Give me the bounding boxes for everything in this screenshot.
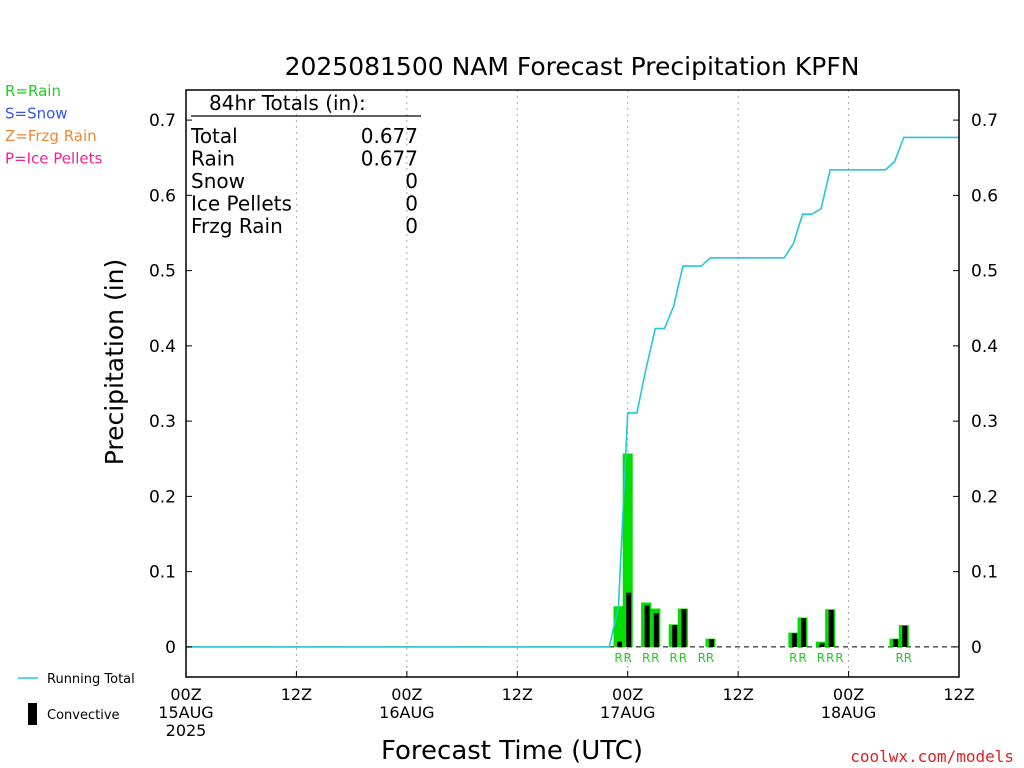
totals-row-label: Total bbox=[190, 124, 238, 148]
ptype-label: R bbox=[798, 651, 806, 665]
totals-row-label: Frzg Rain bbox=[191, 214, 283, 238]
ptype-label: R bbox=[624, 651, 632, 665]
totals-rows: Total 0.677 Rain 0.677 Snow 0 Ice Pellets 0 Frzg… bbox=[190, 124, 418, 238]
y-tick-label-right: 0 bbox=[971, 638, 982, 658]
y-tick-label-right: 0.3 bbox=[971, 412, 998, 432]
gridlines bbox=[186, 90, 959, 677]
convective-precip-bar bbox=[801, 618, 807, 647]
ptype-label: R bbox=[614, 651, 622, 665]
credit-text: coolwx.com/models bbox=[850, 747, 1014, 766]
convective-precip-bar bbox=[828, 610, 834, 647]
ptype-label: R bbox=[642, 651, 650, 665]
y-tick-label-left: 0.2 bbox=[149, 487, 176, 507]
y-tick-label-left: 0.4 bbox=[149, 337, 176, 357]
x-tick-label: 00Z bbox=[391, 685, 422, 704]
y-tick-label-left: 0.6 bbox=[149, 186, 176, 206]
ptype-label: R bbox=[817, 651, 825, 665]
ptype-label: R bbox=[670, 651, 678, 665]
ptype-label: R bbox=[789, 651, 797, 665]
x-tick-label: 12Z bbox=[943, 685, 974, 704]
convective-precip-bar bbox=[644, 605, 650, 647]
y-axis-label: Precipitation (in) bbox=[100, 259, 129, 466]
x-tick-label: 12Z bbox=[722, 685, 753, 704]
ptype-label: RR bbox=[895, 651, 912, 665]
convective-precip-bar bbox=[617, 641, 623, 647]
y-tick-label-left: 0.7 bbox=[149, 111, 176, 131]
ptype-label: R bbox=[651, 651, 659, 665]
precip-bars bbox=[613, 453, 909, 647]
y-tick-label-left: 0 bbox=[165, 638, 176, 658]
totals-row-value: 0 bbox=[405, 169, 418, 193]
ptype-label: RR bbox=[698, 651, 715, 665]
y-tick-label-left: 0.1 bbox=[149, 563, 176, 583]
chart-title: 2025081500 NAM Forecast Precipitation KP… bbox=[285, 52, 860, 81]
x-tick-label: 15AUG bbox=[158, 703, 213, 722]
x-tick-label: 00Z bbox=[170, 685, 201, 704]
convective-precip-bar bbox=[626, 592, 632, 647]
ptype-label: R bbox=[826, 651, 834, 665]
running-total-line bbox=[186, 136, 959, 648]
ptype-labels: R R R R R R RR R R R R R RR bbox=[614, 651, 912, 665]
y-tick-label-right: 0.6 bbox=[971, 186, 998, 206]
ptype-legend: R=Rain S=Snow Z=Frzg Rain P=Ice Pellets bbox=[5, 82, 102, 168]
x-tick-label: 16AUG bbox=[379, 703, 434, 722]
y-tick-label-right: 0.1 bbox=[971, 563, 998, 583]
totals-row-label: Rain bbox=[191, 147, 235, 171]
plot-frame bbox=[185, 89, 960, 678]
y-tick-label-right: 0.5 bbox=[971, 262, 998, 282]
total-precip-bar bbox=[622, 453, 633, 647]
x-tick-label: 12Z bbox=[281, 685, 312, 704]
x-tick-label: 2025 bbox=[166, 721, 207, 740]
totals-row-label: Ice Pellets bbox=[191, 192, 292, 216]
ptype-legend-item: R=Rain bbox=[5, 82, 61, 100]
ptype-legend-item: Z=Frzg Rain bbox=[5, 127, 97, 145]
y-tick-label-right: 0.2 bbox=[971, 487, 998, 507]
x-tick-label: 18AUG bbox=[821, 703, 876, 722]
convective-legend-swatch bbox=[28, 703, 37, 725]
totals-row-label: Snow bbox=[191, 169, 245, 193]
convective-precip-bar bbox=[681, 609, 687, 647]
y-tick-label-right: 0.7 bbox=[971, 111, 998, 131]
x-tick-label: 00Z bbox=[833, 685, 864, 704]
totals-row-value: 0.677 bbox=[361, 147, 418, 171]
convective-precip-bar bbox=[893, 639, 899, 647]
series-legend-label: Running Total bbox=[47, 672, 135, 687]
y-tick-label-left: 0.5 bbox=[149, 262, 176, 282]
axes: 0 00.1 0.10.2 0.20.3 0.30.4 0.40.5 0.50.6 0.60.… bbox=[149, 111, 998, 740]
y-tick-label-right: 0.4 bbox=[971, 337, 998, 357]
y-tick-label-left: 0.3 bbox=[149, 412, 176, 432]
totals-row-value: 0.677 bbox=[361, 124, 418, 148]
ptype-legend-item: P=Ice Pellets bbox=[5, 150, 102, 168]
convective-precip-bar bbox=[709, 639, 715, 647]
total-precip-bar bbox=[613, 606, 624, 647]
totals-row-value: 0 bbox=[405, 214, 418, 238]
convective-precip-bar bbox=[819, 643, 825, 647]
totals-row-value: 0 bbox=[405, 192, 418, 216]
series-legend-label: Convective bbox=[47, 708, 120, 723]
x-tick-label: 12Z bbox=[502, 685, 533, 704]
x-tick-label: 00Z bbox=[612, 685, 643, 704]
totals-box: 84hr Totals (in): Total 0.677 Rain 0.677 Sno… bbox=[190, 91, 421, 238]
convective-precip-bar bbox=[653, 613, 659, 647]
convective-precip-bar bbox=[791, 633, 797, 647]
ptype-label: R bbox=[679, 651, 687, 665]
convective-precip-bar bbox=[672, 625, 678, 647]
x-tick-label: 17AUG bbox=[600, 703, 655, 722]
totals-heading: 84hr Totals (in): bbox=[209, 91, 366, 115]
running-total-layer bbox=[186, 136, 959, 648]
ptype-label: R bbox=[835, 651, 843, 665]
series-legend: Running Total Convective bbox=[18, 672, 135, 725]
ptype-legend-item: S=Snow bbox=[5, 105, 68, 123]
x-axis-label: Forecast Time (UTC) bbox=[381, 736, 643, 766]
convective-precip-bar bbox=[902, 625, 908, 647]
